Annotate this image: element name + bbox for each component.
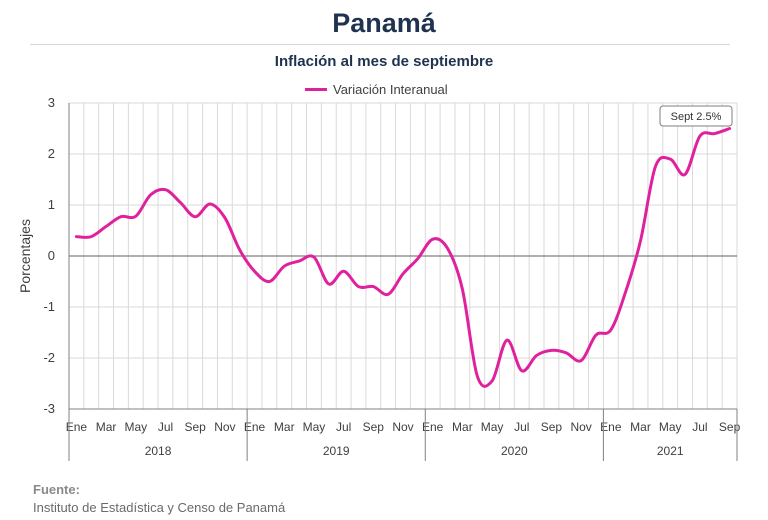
x-month-tick-label: May xyxy=(659,420,682,434)
x-year-label: 2020 xyxy=(501,444,528,458)
chart-legend: Variación Interanual xyxy=(305,80,448,98)
x-month-tick-label: Jul xyxy=(692,420,707,434)
x-month-tick-label: Ene xyxy=(66,420,88,434)
y-tick-label: 2 xyxy=(48,146,55,161)
chart-subtitle: Inflación al mes de septiembre xyxy=(274,53,494,70)
y-axis-label: Porcentajes xyxy=(17,219,33,293)
title-divider xyxy=(30,44,730,45)
x-month-tick-label: Ene xyxy=(422,420,444,434)
x-month-tick-label: Sep xyxy=(363,420,385,434)
x-month-tick-label: May xyxy=(303,420,326,434)
x-month-tick-label: Ene xyxy=(600,420,622,434)
y-tick-label: -2 xyxy=(43,350,55,365)
x-month-tick-label: Mar xyxy=(452,420,473,434)
x-month-tick-label: Mar xyxy=(630,420,651,434)
x-year-label: 2018 xyxy=(145,444,172,458)
x-month-tick-label: Nov xyxy=(392,420,413,434)
y-tick-label: 3 xyxy=(48,95,55,110)
x-year-label: 2019 xyxy=(323,444,350,458)
x-month-tick-label: Sep xyxy=(184,420,206,434)
x-month-tick-label: Jul xyxy=(514,420,529,434)
legend-label: Variación Interanual xyxy=(333,81,448,97)
series-line-variacion-interanual xyxy=(74,127,732,388)
x-month-tick-label: Jul xyxy=(158,420,173,434)
x-month-tick-label: Nov xyxy=(570,420,591,434)
x-month-tick-label: Sep xyxy=(541,420,563,434)
source-text: Instituto de Estadística y Censo de Pana… xyxy=(33,500,286,515)
annotation-label: Sept 2.5% xyxy=(671,111,722,123)
source-label: Fuente: xyxy=(33,482,80,497)
annotation-box xyxy=(659,105,733,127)
x-month-tick-label: Mar xyxy=(96,420,117,434)
x-month-tick-label: May xyxy=(481,420,504,434)
x-month-tick-label: Nov xyxy=(214,420,235,434)
chart-title: Panamá xyxy=(332,8,436,38)
y-tick-label: -3 xyxy=(43,401,55,416)
y-tick-label: 0 xyxy=(48,248,55,263)
legend-line-swatch xyxy=(305,87,327,91)
x-month-tick-label: Ene xyxy=(244,420,266,434)
y-tick-label: -1 xyxy=(43,299,55,314)
x-year-label: 2021 xyxy=(657,444,684,458)
x-month-tick-label: Jul xyxy=(336,420,351,434)
x-month-tick-label: May xyxy=(124,420,147,434)
y-tick-label: 1 xyxy=(48,197,55,212)
x-month-tick-label: Mar xyxy=(274,420,295,434)
x-month-tick-label: Sep xyxy=(719,420,741,434)
